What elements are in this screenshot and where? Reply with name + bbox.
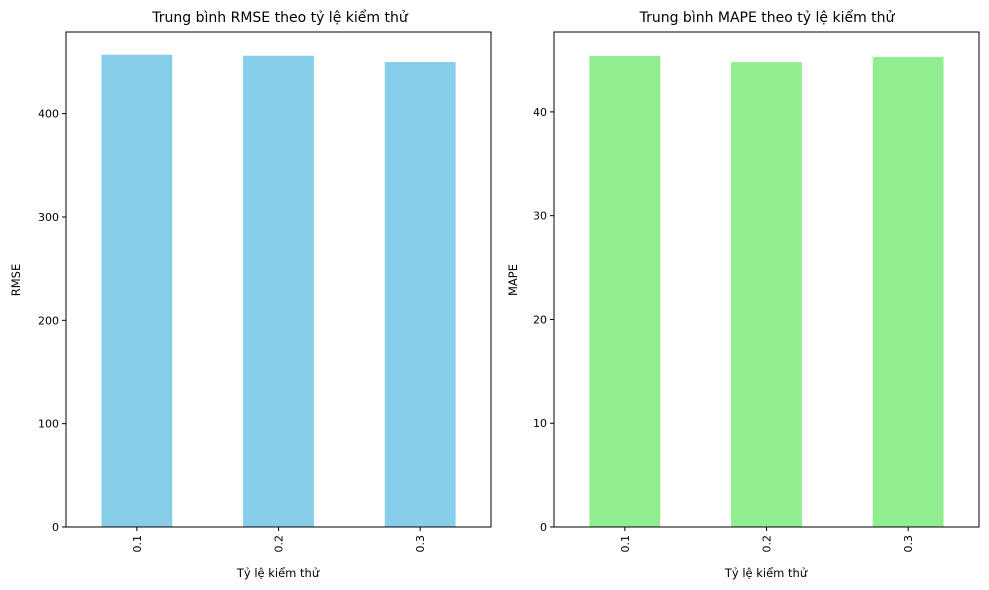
rmse-bar-3 — [384, 61, 456, 527]
rmse-x-tick-label: 0.1 — [131, 535, 144, 553]
mape-x-tick-label: 0.1 — [619, 535, 632, 553]
rmse-y-tick-label: 100 — [38, 418, 59, 431]
rmse-y-tick-label: 200 — [38, 314, 59, 327]
rmse-y-tick-label: 0 — [52, 521, 59, 534]
rmse-chart-title: Trung bình RMSE theo tỷ lệ kiểm thử — [151, 9, 409, 26]
mape-x-tick-label: 0.2 — [761, 535, 774, 553]
rmse-x-tick-label: 0.2 — [273, 535, 286, 553]
mape-y-tick-label: 30 — [533, 210, 547, 223]
mape-chart: Trung bình MAPE theo tỷ lệ kiểm thử 0.1 0… — [506, 9, 980, 580]
mape-bar-1 — [589, 55, 661, 528]
rmse-y-tick-label: 400 — [38, 108, 59, 121]
mape-plot-frame — [553, 31, 980, 528]
rmse-y-axis-label: RMSE — [9, 264, 23, 296]
rmse-chart: Trung bình RMSE theo tỷ lệ kiểm thử 0.1 0… — [9, 9, 492, 580]
mape-y-tick-label: 0 — [540, 521, 547, 534]
rmse-bar-2 — [243, 55, 314, 528]
mape-y-axis-label: MAPE — [506, 264, 520, 296]
mape-bar-2 — [731, 62, 802, 528]
rmse-x-axis-label: Tỷ lệ kiểm thử — [236, 566, 320, 580]
rmse-plot-frame — [65, 31, 492, 528]
mape-x-axis-label: Tỷ lệ kiểm thử — [724, 566, 808, 580]
mape-x-tick-label: 0.3 — [902, 535, 915, 553]
mape-y-tick-label: 40 — [533, 106, 547, 119]
mape-y-tick-label: 20 — [533, 313, 547, 326]
rmse-bar-1 — [101, 54, 173, 527]
rmse-y-tick-label: 300 — [38, 211, 59, 224]
mape-bar-3 — [872, 56, 944, 527]
rmse-x-tick-label: 0.3 — [414, 535, 427, 553]
mape-chart-title: Trung bình MAPE theo tỷ lệ kiểm thử — [639, 9, 896, 26]
mape-y-tick-label: 10 — [533, 417, 547, 430]
